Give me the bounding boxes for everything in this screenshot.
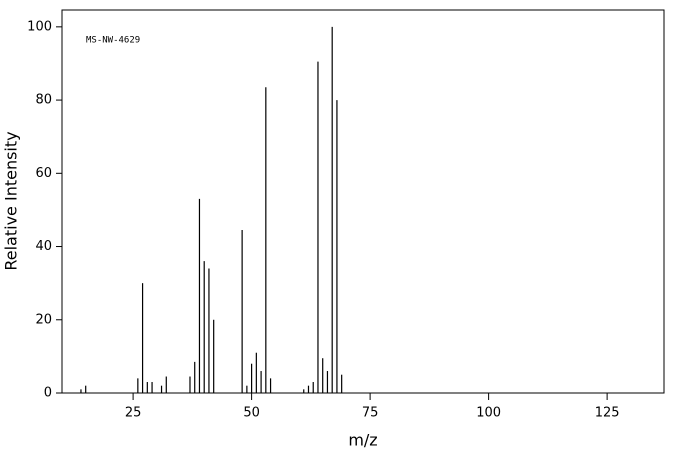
x-tick-label: 125 — [595, 406, 620, 421]
y-tick-label: 40 — [35, 239, 52, 254]
x-tick-label: 100 — [476, 406, 501, 421]
x-tick-label: 75 — [362, 406, 379, 421]
y-tick-label: 80 — [35, 93, 52, 108]
y-tick-label: 100 — [27, 19, 52, 34]
plot-frame — [61, 9, 665, 394]
y-tick-label: 0 — [44, 386, 52, 401]
y-tick-label: 20 — [35, 312, 52, 327]
x-tick-label: 25 — [125, 406, 142, 421]
y-axis-label: Relative Intensity — [2, 131, 21, 270]
annotation: MS-NW-4629 — [86, 36, 140, 46]
x-tick-label: 50 — [243, 406, 260, 421]
x-axis-label: m/z — [348, 431, 377, 450]
y-tick-label: 60 — [35, 166, 52, 181]
